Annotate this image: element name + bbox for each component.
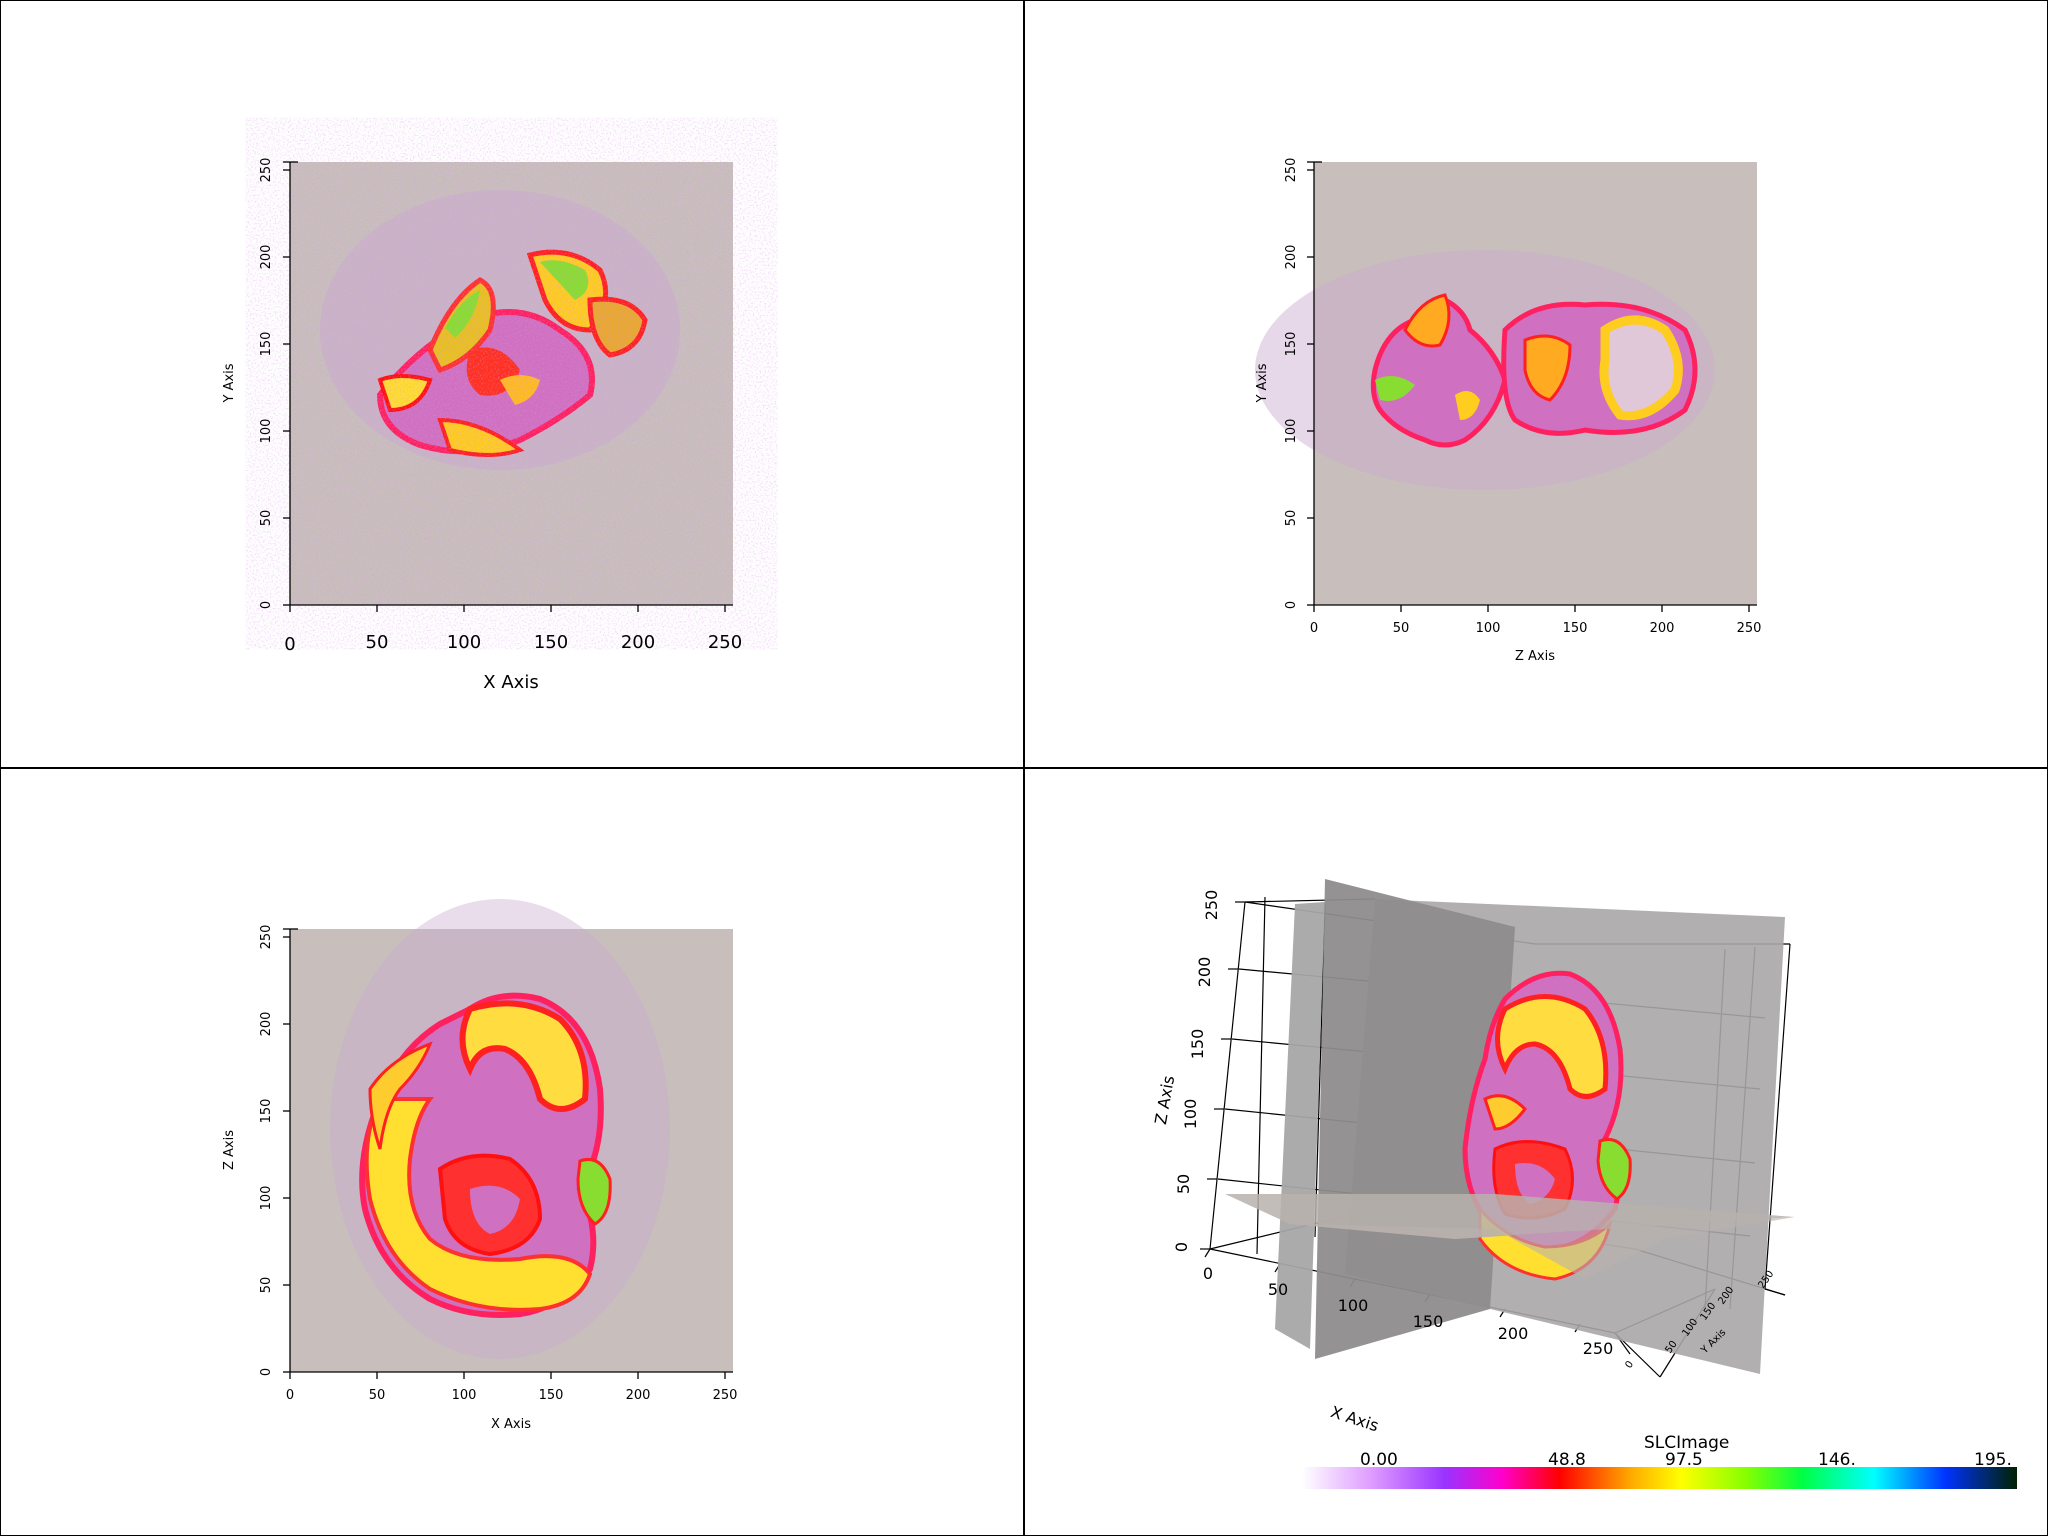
xtick-250: 250 xyxy=(708,632,742,653)
view-bottom-left[interactable]: 0 50 100 150 200 250 X Axis 0 50 100 150… xyxy=(0,769,1023,1536)
xy-axes xyxy=(283,161,733,612)
ytick-0: 0 xyxy=(1284,601,1299,609)
xtick-50: 50 xyxy=(1268,1280,1288,1299)
ztick-200: 200 xyxy=(259,1012,274,1037)
xtick-250: 250 xyxy=(713,1388,738,1403)
ytick-150: 150 xyxy=(1284,332,1299,357)
plane-xz-dark xyxy=(1315,879,1515,1359)
z-axis-label: Z Axis xyxy=(222,1130,237,1170)
ytick-0: 0 xyxy=(1623,1359,1636,1371)
xy-slice-plot: 0 50 100 150 200 250 X Axis 0 50 100 150… xyxy=(222,158,742,693)
xtick-200: 200 xyxy=(1650,621,1675,636)
ytick-50: 50 xyxy=(259,510,274,527)
plane-xy-front xyxy=(1290,1217,1795,1279)
colorbar-label-2: 97.5 xyxy=(1665,1450,1703,1470)
colorbar-label-3: 146. xyxy=(1818,1450,1856,1470)
xtick-200: 200 xyxy=(1498,1324,1529,1343)
ztick-250: 250 xyxy=(259,925,274,950)
xtick-250: 250 xyxy=(1737,621,1762,636)
zy-axes xyxy=(1307,161,1757,612)
xtick-0: 0 xyxy=(286,1388,294,1403)
x-axis-label: X Axis xyxy=(491,1417,531,1432)
xtick-50: 50 xyxy=(369,1388,386,1403)
xtick-50: 50 xyxy=(1393,621,1410,636)
ztick-150: 150 xyxy=(1188,1029,1207,1060)
ztick-250: 250 xyxy=(1202,890,1221,921)
xtick-100: 100 xyxy=(452,1388,477,1403)
ztick-0: 0 xyxy=(259,1368,274,1376)
colorbar-label-1: 48.8 xyxy=(1548,1450,1586,1470)
ztick-100: 100 xyxy=(1181,1099,1200,1130)
xtick-100: 100 xyxy=(1476,621,1501,636)
tissue-xz xyxy=(359,992,612,1318)
zy-slice-plot: 0 50 100 150 200 250 Z Axis 0 50 100 150… xyxy=(1255,158,1762,664)
xtick-200: 200 xyxy=(621,632,655,653)
xtick-0: 0 xyxy=(1310,621,1318,636)
z-axis-label: Z Axis xyxy=(1151,1074,1178,1126)
colorbar xyxy=(1302,1467,2017,1489)
xz-axes xyxy=(283,928,733,1379)
colorbar-title: SLCImage xyxy=(1644,1433,1730,1453)
ytick-200: 200 xyxy=(1284,245,1299,270)
y-axis-label: Y Axis xyxy=(1255,363,1270,403)
ytick-250: 250 xyxy=(1284,158,1299,183)
xtick-50: 50 xyxy=(366,632,389,653)
view-top-left[interactable]: 0 50 100 150 200 250 X Axis 0 50 100 150… xyxy=(0,0,1023,767)
ztick-200: 200 xyxy=(1195,957,1214,988)
xtick-150: 150 xyxy=(534,632,568,653)
ztick-0: 0 xyxy=(1172,1242,1191,1252)
ytick-0: 0 xyxy=(259,601,274,609)
ytick-100: 100 xyxy=(1284,419,1299,444)
ytick-150: 150 xyxy=(259,332,274,357)
z-axis-label: Z Axis xyxy=(1515,649,1555,664)
ztick-100: 100 xyxy=(259,1186,274,1211)
plane-yz xyxy=(1275,902,1325,1349)
view-bottom-right-3d[interactable]: 250 200 150 100 50 0 Z Axis 0 50 100 150… xyxy=(1025,769,2048,1536)
ytick-200: 200 xyxy=(259,245,274,270)
xtick-0: 0 xyxy=(1203,1264,1213,1283)
ztick-50: 50 xyxy=(259,1277,274,1294)
xtick-100: 100 xyxy=(447,632,481,653)
xtick-150: 150 xyxy=(539,1388,564,1403)
xtick-200: 200 xyxy=(626,1388,651,1403)
ytick-100: 100 xyxy=(259,419,274,444)
x-axis-label: X Axis xyxy=(483,672,538,693)
xz-slice-plot: 0 50 100 150 200 250 X Axis 0 50 100 150… xyxy=(222,899,738,1432)
xtick-150: 150 xyxy=(1413,1312,1444,1331)
xtick-0: 0 xyxy=(284,634,295,655)
colorbar-label-0: 0.00 xyxy=(1360,1450,1398,1470)
horizontal-splitter[interactable] xyxy=(0,767,2048,769)
3d-scene: 250 200 150 100 50 0 Z Axis 0 50 100 150… xyxy=(1151,879,2017,1489)
x-axis-label: X Axis xyxy=(1328,1402,1381,1435)
view-top-right[interactable]: 0 50 100 150 200 250 Z Axis 0 50 100 150… xyxy=(1025,0,2048,767)
ytick-250: 250 xyxy=(259,158,274,183)
colorbar-label-4: 195. xyxy=(1974,1450,2012,1470)
xtick-250: 250 xyxy=(1583,1339,1614,1358)
ytick-50: 50 xyxy=(1284,510,1299,527)
tissue-zy xyxy=(1370,293,1698,448)
ztick-50: 50 xyxy=(1174,1174,1193,1194)
y-axis-label: Y Axis xyxy=(222,363,237,403)
ztick-150: 150 xyxy=(259,1099,274,1124)
xtick-100: 100 xyxy=(1338,1296,1369,1315)
xtick-150: 150 xyxy=(1563,621,1588,636)
